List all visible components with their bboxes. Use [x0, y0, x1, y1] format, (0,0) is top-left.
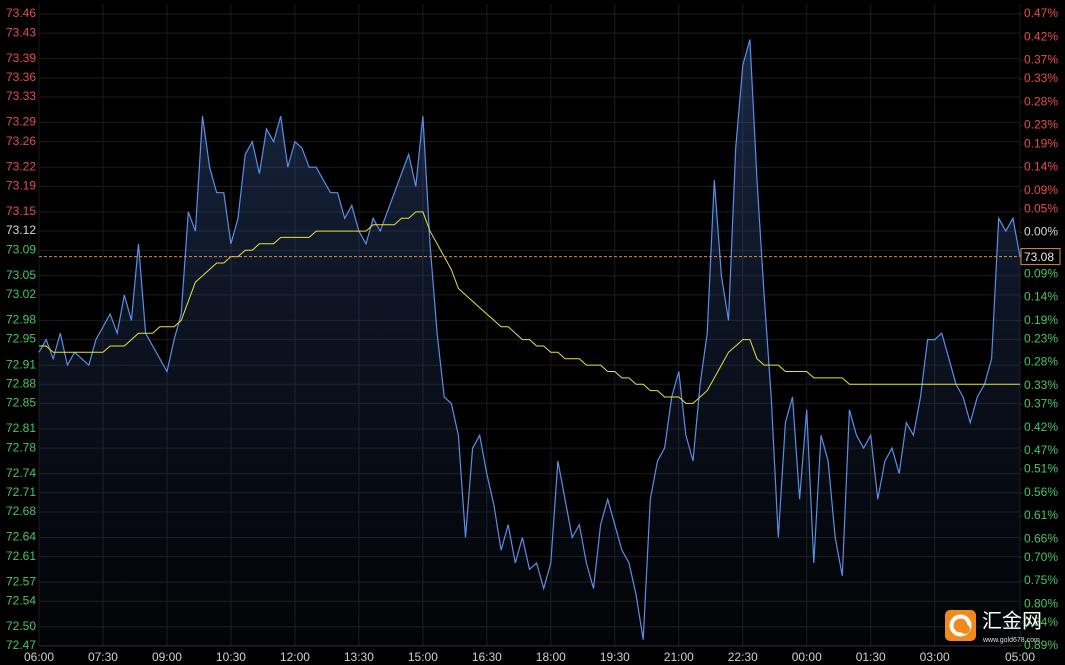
y2-tick-label: 0.00%: [1024, 225, 1058, 239]
y-tick-label: 72.78: [6, 440, 36, 454]
x-tick-label: 03:00: [920, 650, 950, 664]
y2-tick-label: 0.33%: [1024, 71, 1058, 85]
x-tick-label: 16:30: [472, 650, 502, 664]
y-tick-label: 72.74: [6, 466, 36, 480]
y-tick-label: 72.91: [6, 357, 36, 371]
y2-tick-label: 0.28%: [1024, 355, 1058, 369]
y-tick-label: 73.22: [6, 159, 36, 173]
y2-tick-label: 0.47%: [1024, 6, 1058, 20]
y2-tick-label: 0.37%: [1024, 53, 1058, 67]
y-tick-label: 72.95: [6, 332, 36, 346]
x-tick-label: 01:30: [856, 650, 886, 664]
x-tick-label: 12:00: [280, 650, 310, 664]
y2-tick-label: 0.84%: [1024, 615, 1058, 629]
y2-tick-label: 0.61%: [1024, 508, 1058, 522]
average-line: [39, 211, 1020, 404]
y2-tick-label: 0.23%: [1024, 118, 1058, 132]
x-tick-label: 21:00: [664, 650, 694, 664]
current-value-label: 73.08: [1024, 250, 1054, 264]
x-tick-label: 15:00: [408, 650, 438, 664]
y2-tick-label: 0.19%: [1024, 313, 1058, 327]
y2-tick-label: 0.37%: [1024, 397, 1058, 411]
y-tick-label: 73.36: [6, 70, 36, 84]
x-tick-label: 10:30: [216, 650, 246, 664]
price-line: [38, 39, 1021, 640]
logo-cut: [960, 624, 970, 634]
x-tick-label: 19:30: [600, 650, 630, 664]
y2-tick-label: 0.42%: [1024, 29, 1058, 43]
y-tick-label: 73.12: [6, 223, 36, 237]
y2-tick-label: 0.51%: [1024, 462, 1058, 476]
y-tick-label: 73.15: [6, 204, 36, 218]
x-tick-label: 06:00: [24, 650, 54, 664]
y-tick-label: 73.39: [6, 51, 36, 65]
price-area: [39, 39, 1020, 646]
y-tick-label: 72.64: [6, 530, 36, 544]
y-tick-label: 72.81: [6, 421, 36, 435]
y2-tick-label: 0.66%: [1024, 531, 1058, 545]
y-tick-label: 72.57: [6, 574, 36, 588]
y2-tick-label: 0.14%: [1024, 290, 1058, 304]
x-tick-label: 18:00: [536, 650, 566, 664]
y2-tick-label: 0.14%: [1024, 160, 1058, 174]
y-tick-label: 73.02: [6, 287, 36, 301]
y2-tick-label: 0.28%: [1024, 94, 1058, 108]
plot: [38, 39, 1021, 646]
y-tick-label: 73.29: [6, 115, 36, 129]
y-tick-label: 73.26: [6, 134, 36, 148]
x-tick-label: 07:30: [88, 650, 118, 664]
watermark-url: www.gold678.com: [982, 637, 1040, 644]
y2-tick-label: 0.23%: [1024, 331, 1058, 345]
y-tick-label: 72.71: [6, 485, 36, 499]
y-tick-label: 73.09: [6, 242, 36, 256]
y2-tick-label: 0.47%: [1024, 443, 1058, 457]
y2-tick-label: 0.09%: [1024, 266, 1058, 280]
y-tick-label: 72.85: [6, 396, 36, 410]
x-tick-label: 09:00: [152, 650, 182, 664]
y2-tick-label: 0.56%: [1024, 485, 1058, 499]
y-tick-label: 72.47: [6, 638, 36, 652]
current-value-box: [1020, 248, 1061, 266]
y2-tick-label: 0.42%: [1024, 420, 1058, 434]
y-tick-label: 73.33: [6, 89, 36, 103]
y-tick-label: 73.05: [6, 268, 36, 282]
y-tick-label: 73.19: [6, 179, 36, 193]
y-tick-label: 72.68: [6, 504, 36, 518]
y2-tick-label: 0.89%: [1024, 638, 1058, 652]
y-tick-label: 72.98: [6, 313, 36, 327]
y2-tick-label: 0.09%: [1024, 183, 1058, 197]
y2-tick-label: 0.80%: [1024, 596, 1058, 610]
x-tick-label: 05:00: [1005, 650, 1035, 664]
labels: 73.46 73.43 73.39 73.36 73.33 73.29 73.26 73.22…: [6, 6, 1061, 664]
y-tick-label: 73.43: [6, 25, 36, 39]
watermark: 汇金网 www.gold678.com: [945, 609, 1042, 644]
y2-tick-label: 0.75%: [1024, 573, 1058, 587]
y2-tick-label: 0.19%: [1024, 136, 1058, 150]
y-tick-label: 72.50: [6, 619, 36, 633]
x-tick-label: 22:30: [728, 650, 758, 664]
watermark-name: 汇金网: [982, 609, 1042, 632]
x-tick-label: 00:00: [792, 650, 822, 664]
y2-tick-label: 0.05%: [1024, 201, 1058, 215]
y2-tick-label: 0.33%: [1024, 378, 1058, 392]
y-tick-label: 72.54: [6, 593, 36, 607]
x-tick-label: 13:30: [344, 650, 374, 664]
y2-tick-label: 0.70%: [1024, 550, 1058, 564]
logo-ring: [949, 614, 972, 637]
y-tick-label: 72.61: [6, 549, 36, 563]
y-tick-label: 73.46: [6, 6, 36, 20]
y-tick-label: 72.88: [6, 376, 36, 390]
